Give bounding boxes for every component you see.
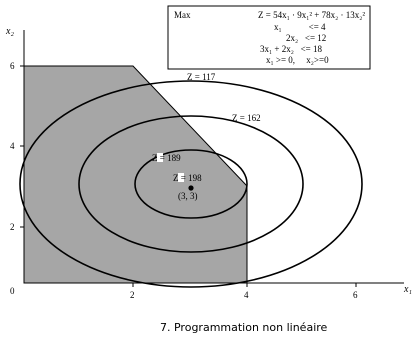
contour-z-189: [134, 149, 248, 219]
optimum-label: (3, 3): [178, 191, 198, 201]
constraint-2: 2x₂ <= 12: [286, 33, 326, 43]
constraint-1: x₁ <= 4: [274, 22, 326, 32]
x-tick-2: 2: [130, 290, 135, 300]
problem-box: [167, 5, 371, 70]
constraint-4: x₁ >= 0, x₂>=0: [266, 55, 329, 65]
y-tick-4: 4: [10, 141, 15, 151]
y-tick-2: 2: [10, 222, 15, 232]
x-axis-label: x₁: [403, 284, 412, 295]
contour-label-198: Z = 198: [173, 173, 202, 183]
contour-z-117: [19, 80, 363, 288]
objective-keyword: Max: [174, 10, 191, 20]
optimum-point: [188, 185, 194, 191]
y-axis-label: x₂: [5, 26, 14, 37]
x-tick-0: 0: [10, 286, 15, 296]
caption: 7. Programmation non linéaire: [160, 321, 328, 334]
x-tick-6: 6: [353, 290, 358, 300]
constraint-3: 3x₁ + 2x₂ <= 18: [260, 44, 323, 54]
objective-function: Z = 54x₁ · 9x₁² + 78x₂ · 13x₂²: [258, 10, 365, 20]
contour-label-162: Z = 162: [232, 113, 261, 123]
contour-label-117: Z = 117: [187, 72, 216, 82]
y-tick-6: 6: [10, 61, 15, 71]
contour-label-189: Z = 189: [152, 153, 181, 163]
contour-z-162: [78, 115, 304, 253]
x-tick-4: 4: [244, 290, 249, 300]
